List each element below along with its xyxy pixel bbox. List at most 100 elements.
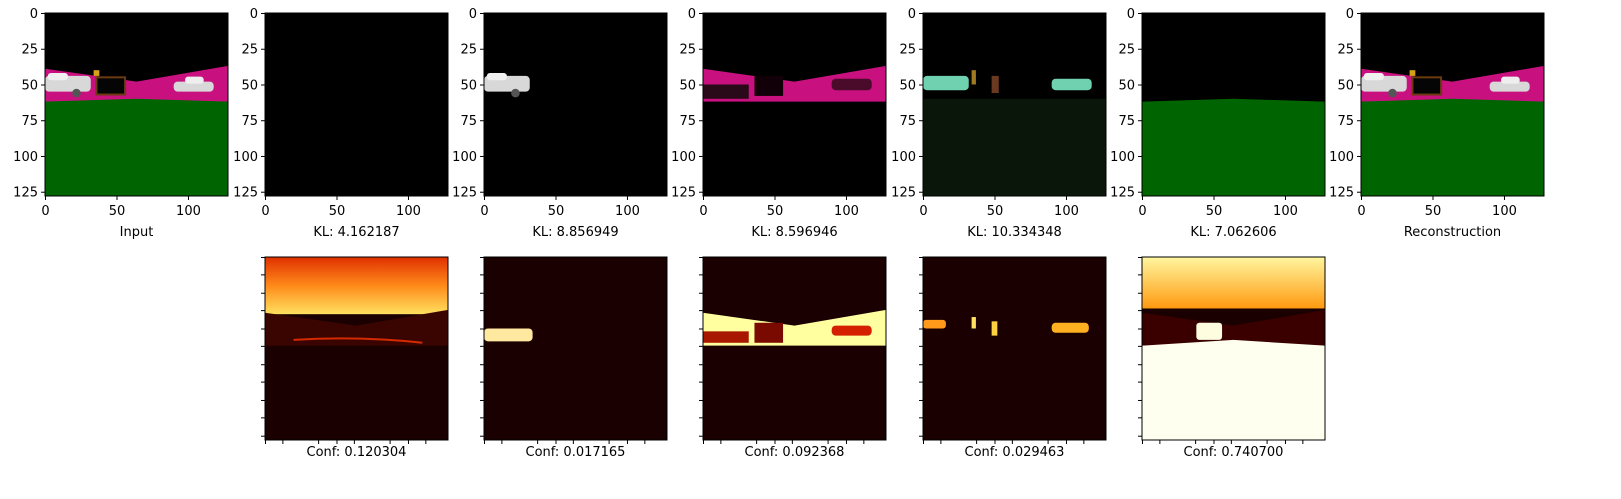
- panel-caption: KL: 10.334348: [967, 225, 1062, 240]
- y-tick-label: 25: [899, 43, 916, 58]
- panel-caption: Conf: 0.740700: [1184, 445, 1284, 460]
- y-tick-label: 25: [679, 43, 696, 58]
- bottom-panel-4: Conf: 0.740700: [1138, 256, 1326, 460]
- y-tick-label: 100: [452, 150, 477, 165]
- panel-caption: KL: 8.596946: [751, 225, 837, 240]
- x-tick-label: 50: [329, 204, 346, 219]
- y-tick-label: 25: [460, 43, 477, 58]
- sign: [971, 70, 976, 85]
- heat-background: [923, 257, 1106, 440]
- x-tick-label: 100: [1492, 204, 1517, 219]
- panel-frame: [44, 12, 229, 197]
- y-tick-label: 25: [1337, 43, 1354, 58]
- panel-background: [265, 13, 448, 196]
- y-tick-label: 75: [460, 114, 477, 129]
- y-tick-label: 50: [241, 78, 258, 93]
- car-left-heat: [484, 328, 533, 342]
- x-tick-label: 0: [919, 204, 927, 219]
- sign-heat: [971, 317, 976, 329]
- y-tick-label: 0: [250, 7, 258, 22]
- y-tick-label: 0: [469, 7, 477, 22]
- x-tick-label: 0: [699, 204, 707, 219]
- post: [991, 75, 999, 94]
- car-left: [923, 75, 969, 91]
- box-shadow: [754, 75, 784, 96]
- panel-frame: [922, 12, 1107, 197]
- panel-frame: [264, 12, 449, 197]
- car-right-heat: [831, 325, 872, 336]
- bottom-panel-0: Conf: 0.120304: [261, 256, 449, 460]
- road-heat: [265, 309, 448, 346]
- bottom-panel-3: Conf: 0.029463: [919, 256, 1107, 460]
- box-heat: [1196, 322, 1223, 340]
- panel-image: [1142, 13, 1325, 196]
- y-tick-label: 100: [13, 150, 38, 165]
- car-right: [173, 81, 214, 92]
- car-left-wheel: [72, 88, 81, 98]
- y-tick-label: 50: [899, 78, 916, 93]
- car-right-shadow: [831, 78, 872, 91]
- panel-caption: KL: 8.856949: [532, 225, 618, 240]
- x-tick-label: 50: [767, 204, 784, 219]
- car-left-roof: [1363, 73, 1384, 81]
- panel-frame: [1141, 256, 1326, 441]
- road-region: [1361, 65, 1544, 102]
- y-tick-label: 25: [1118, 43, 1135, 58]
- road-region: [45, 65, 228, 102]
- y-tick-label: 125: [1329, 186, 1354, 201]
- panel-caption: Conf: 0.029463: [965, 445, 1065, 460]
- heatmap-image: [484, 257, 667, 440]
- panel-frame: [702, 12, 887, 197]
- panel-caption: KL: 4.162187: [313, 225, 399, 240]
- heatmap-image: [923, 257, 1106, 440]
- sky-heat: [265, 257, 448, 315]
- y-tick-label: 50: [1118, 78, 1135, 93]
- panel-image: [265, 13, 448, 196]
- car-left-wheel: [511, 88, 520, 98]
- y-tick-label: 50: [1337, 78, 1354, 93]
- y-tick-label: 75: [1337, 114, 1354, 129]
- grass-heat: [1142, 339, 1325, 440]
- y-tick-label: 50: [21, 78, 38, 93]
- box-object: [95, 76, 127, 96]
- x-tick-label: 100: [176, 204, 201, 219]
- car-right-roof: [185, 76, 204, 84]
- panel-frame: [922, 256, 1107, 441]
- y-tick-label: 75: [899, 114, 916, 129]
- x-tick-label: 50: [109, 204, 126, 219]
- y-tick-label: 25: [21, 43, 38, 58]
- y-tick-label: 100: [671, 150, 696, 165]
- y-tick-label: 0: [908, 7, 916, 22]
- y-tick-label: 50: [460, 78, 477, 93]
- road-heat: [1142, 309, 1325, 346]
- panel-caption: Conf: 0.092368: [745, 445, 845, 460]
- x-tick-label: 0: [261, 204, 269, 219]
- horizon-edge: [293, 337, 423, 344]
- panel-background: [703, 13, 886, 196]
- box-heat: [754, 322, 784, 343]
- x-tick-label: 0: [41, 204, 49, 219]
- y-tick-label: 75: [679, 114, 696, 129]
- sky-heat: [1142, 257, 1325, 309]
- x-tick-label: 100: [1054, 204, 1079, 219]
- panel-image: [484, 13, 667, 196]
- heatmap-image: [265, 257, 448, 440]
- panel-frame: [1360, 12, 1545, 197]
- x-tick-label: 100: [615, 204, 640, 219]
- y-tick-label: 125: [891, 186, 916, 201]
- bottom-panel-2: Conf: 0.092368: [699, 256, 887, 460]
- x-tick-label: 0: [480, 204, 488, 219]
- panel-frame: [264, 256, 449, 441]
- heatmap-image: [703, 257, 886, 440]
- grass-region: [45, 98, 228, 196]
- x-tick-label: 100: [1273, 204, 1298, 219]
- bottom-panel-1: Conf: 0.017165: [480, 256, 668, 460]
- y-tick-label: 50: [679, 78, 696, 93]
- y-tick-label: 0: [1346, 7, 1354, 22]
- y-tick-label: 75: [241, 114, 258, 129]
